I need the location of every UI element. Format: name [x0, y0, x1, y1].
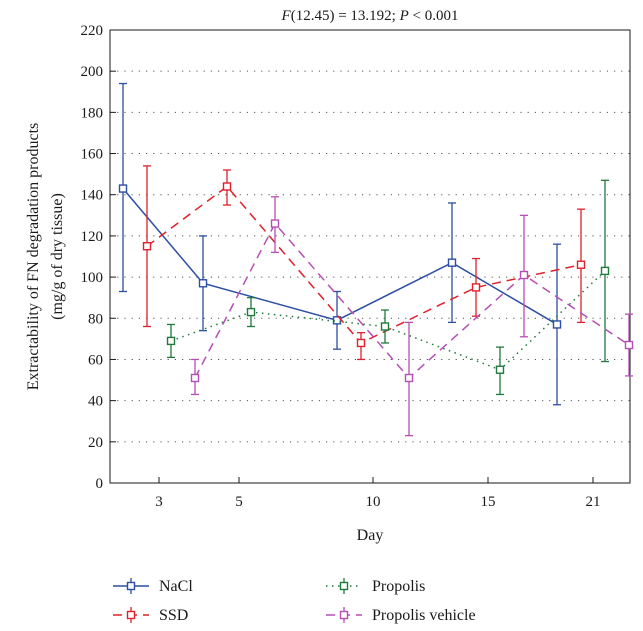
y-tick-label: 140 [81, 188, 104, 204]
data-point [495, 365, 505, 374]
series-propolis-vehicle [190, 196, 634, 437]
y-axis-label-line-2: (mg/g of dry tissue) [49, 193, 66, 320]
series-line [146, 185, 582, 344]
title-f: F [281, 8, 292, 24]
chart-title: F(12.45) = 13.192; P < 0.001 [281, 8, 459, 24]
legend-marker [339, 610, 349, 620]
data-point [332, 316, 342, 325]
y-tick-label: 180 [81, 105, 104, 121]
data-point [404, 373, 414, 383]
data-point [222, 182, 232, 191]
legend-item: Propolis [326, 578, 425, 595]
series-nacl [118, 82, 562, 406]
grid [110, 70, 630, 443]
data-point [519, 270, 529, 280]
series-group [118, 82, 634, 437]
data-point [471, 283, 481, 292]
data-point [624, 340, 634, 350]
x-tick-label: 3 [155, 494, 163, 510]
data-point [380, 322, 390, 331]
legend-label: NaCl [159, 578, 193, 595]
data-point [246, 307, 256, 317]
series-propolis [166, 179, 610, 396]
y-tick-label: 20 [88, 435, 103, 451]
legend-item: NaCl [113, 578, 193, 595]
data-point [166, 336, 176, 346]
y-tick-label: 120 [81, 229, 104, 245]
legend-label: Propolis [372, 578, 425, 595]
y-axis: 0 20 40 60 80 100 120 140 160 180 200 220 [81, 23, 116, 492]
data-point [142, 242, 152, 251]
x-tick-label: 5 [235, 494, 243, 510]
title-p: P [399, 8, 409, 24]
legend-marker [339, 581, 349, 591]
y-tick-label: 60 [88, 352, 103, 368]
data-point [552, 320, 562, 329]
data-point [600, 266, 610, 276]
legend-item: Propolis vehicle [326, 607, 476, 624]
legend-marker [126, 610, 136, 620]
y-axis-label-line-1: Extractability of FN degradation product… [25, 123, 42, 390]
title-stat: (12.45) = 13.192; [291, 8, 400, 24]
legend-label: Propolis vehicle [372, 607, 476, 624]
x-tick-label: 10 [366, 494, 381, 510]
data-point [118, 184, 128, 193]
y-tick-label: 80 [88, 311, 103, 327]
x-axis-label: Day [357, 527, 384, 544]
y-tick-label: 220 [81, 23, 104, 39]
y-tick-label: 40 [88, 394, 103, 410]
data-point [198, 279, 208, 288]
legend: NaCl SSD Propolis Propolis vehicle [113, 578, 476, 624]
x-tick-label: 15 [481, 494, 496, 510]
series-line [194, 222, 630, 380]
data-point [190, 373, 200, 383]
data-point [576, 260, 586, 269]
y-tick-label: 160 [81, 147, 104, 163]
y-tick-label: 100 [81, 270, 104, 286]
data-point [270, 219, 280, 228]
y-tick-label: 0 [96, 476, 104, 492]
y-tick-label: 200 [81, 64, 104, 80]
x-axis: 3 5 10 15 21 [155, 477, 601, 510]
series-ssd [142, 165, 586, 361]
series-line [122, 188, 558, 326]
x-tick-label: 21 [586, 494, 601, 510]
series-line [170, 270, 606, 371]
data-point [356, 338, 366, 348]
title-pvalue: < 0.001 [409, 8, 459, 24]
legend-label: SSD [159, 607, 188, 624]
legend-marker [126, 581, 136, 591]
plot-frame [109, 29, 631, 484]
data-point [447, 258, 457, 267]
legend-item: SSD [113, 607, 188, 624]
